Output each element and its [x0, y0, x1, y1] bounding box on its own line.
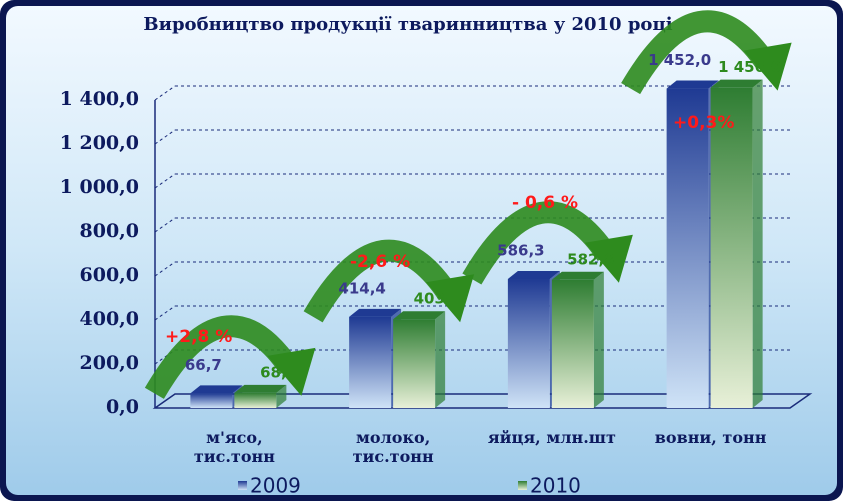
arrow-head [584, 234, 633, 283]
chart-title: Виробництво продукції тваринництва у 201… [143, 14, 672, 35]
bar-top [666, 80, 719, 89]
legend-swatch [518, 481, 527, 490]
grid-depth [154, 217, 176, 233]
grid-depth [154, 305, 176, 321]
bar [551, 279, 594, 408]
annotation: +2,8 % [165, 327, 232, 347]
y-tick-label: 600,0 [80, 264, 140, 286]
bar [507, 279, 550, 408]
arrow [462, 201, 616, 285]
bar-side [593, 271, 604, 408]
annotation: - 0,6 % [512, 193, 578, 213]
value-label: 1 456,0 [718, 58, 781, 76]
bar [393, 319, 436, 408]
x-tick-label: вовни, тонн [654, 428, 767, 447]
annotation: +0,3% [673, 113, 734, 133]
y-tick-label: 1 400,0 [60, 88, 139, 110]
y-tick-label: 1 000,0 [60, 176, 139, 198]
value-label: 582,8 [567, 250, 614, 268]
grid-depth [154, 261, 176, 277]
y-tick-label: 0,0 [106, 396, 139, 418]
y-tick-label: 800,0 [80, 220, 140, 242]
legend-label: 2010 [530, 474, 581, 498]
value-label: 68, [260, 363, 287, 381]
x-tick-label: м'ясо, тис.тонн [193, 428, 275, 466]
value-label: 586,3 [497, 242, 544, 260]
y-tick-label: 1 200,0 [60, 132, 139, 154]
grid-depth [154, 85, 176, 101]
bar [234, 392, 277, 408]
arrow-head [426, 274, 475, 323]
bar-top [190, 385, 243, 394]
bar [710, 87, 753, 409]
bar-side [435, 311, 446, 408]
arrow [621, 10, 775, 95]
value-label: 403, [414, 290, 451, 308]
arrow-head [743, 42, 792, 91]
arrow [144, 315, 299, 399]
y-tick-label: 200,0 [80, 352, 140, 374]
arrow [303, 239, 458, 323]
bar-side [752, 79, 763, 409]
bar [349, 316, 392, 408]
value-label: 66,7 [185, 356, 222, 374]
bar-side [276, 384, 287, 408]
y-tick-label: 400,0 [80, 308, 140, 330]
bar-top [234, 384, 287, 393]
bar-top [393, 311, 446, 320]
grid-depth [154, 173, 176, 189]
x-tick-label: молоко, тис.тонн [352, 428, 434, 466]
bar-top [349, 308, 402, 317]
bar-top [551, 271, 604, 280]
grid-depth [154, 129, 176, 145]
grid-depth [154, 393, 176, 409]
legend-swatch [238, 481, 247, 490]
annotation: -2,6 % [350, 252, 410, 272]
arrow-head [267, 347, 316, 396]
x-tick-label: яйця, млн.шт [487, 428, 616, 447]
legend-label: 2009 [250, 474, 301, 498]
bar [190, 393, 233, 408]
value-label: 414,4 [338, 279, 385, 297]
bar [666, 88, 709, 408]
bar-top [710, 79, 763, 88]
bar-top [507, 271, 560, 280]
value-label: 1 452,0 [648, 51, 711, 69]
